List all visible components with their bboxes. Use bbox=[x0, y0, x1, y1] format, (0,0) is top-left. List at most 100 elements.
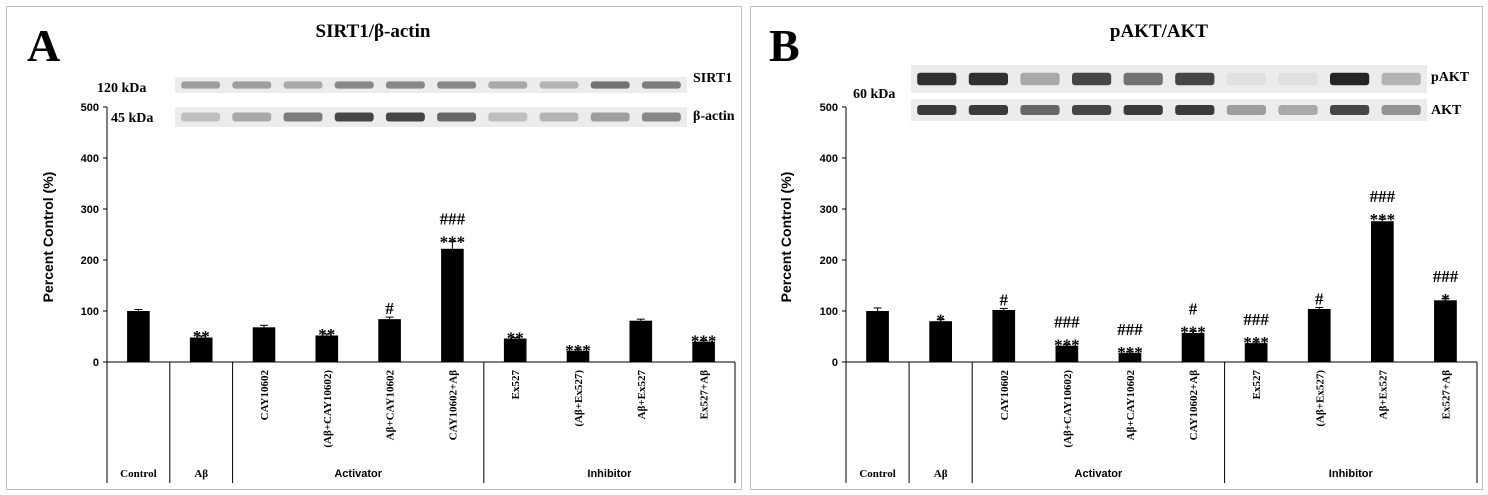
bar bbox=[503, 338, 527, 362]
group-label: Activator bbox=[334, 468, 382, 480]
significance-star-label: *** bbox=[1117, 343, 1143, 362]
blot-a-size-bottom: 45 kDa bbox=[111, 111, 153, 126]
category-label: CAY10602+Aβ bbox=[447, 370, 459, 441]
bar bbox=[378, 319, 401, 362]
panel-a: A SIRT1/β-actin 120 kDa 45 kDa SIRT1 β-a… bbox=[6, 6, 742, 490]
chart-a-ylabel: Percent Control (%) bbox=[40, 172, 56, 303]
panel-letter-a: A bbox=[27, 20, 60, 71]
blot-band bbox=[539, 81, 579, 89]
significance-star-label: ** bbox=[507, 329, 524, 348]
blot-b-label-top: pAKT bbox=[1431, 70, 1470, 85]
y-tick-label: 0 bbox=[832, 357, 838, 369]
blot-b-label-bottom: AKT bbox=[1431, 103, 1462, 118]
bar bbox=[566, 350, 590, 362]
blot-band bbox=[968, 72, 1009, 86]
blot-band bbox=[968, 105, 1009, 115]
category-label: (Aβ+Ex527) bbox=[1314, 370, 1326, 427]
bar bbox=[692, 341, 715, 362]
category-label: CAY10602 bbox=[259, 370, 271, 421]
significance-star-label: *** bbox=[565, 341, 591, 360]
significance-hash-label: ### bbox=[1433, 267, 1459, 286]
blot-band bbox=[437, 81, 477, 89]
significance-hash-label: # bbox=[1189, 299, 1198, 318]
blot-band bbox=[488, 81, 528, 89]
bar bbox=[315, 335, 339, 362]
chart-a-title: SIRT1/β-actin bbox=[316, 21, 431, 42]
significance-star-label: ** bbox=[318, 325, 335, 344]
bar bbox=[992, 309, 1016, 362]
bar bbox=[189, 337, 213, 362]
western-blot-a bbox=[175, 77, 687, 127]
y-tick-label: 200 bbox=[820, 255, 838, 267]
significance-hash-label: ### bbox=[1243, 310, 1269, 329]
blot-band bbox=[283, 112, 323, 122]
category-label: Ex527 bbox=[1251, 370, 1263, 400]
blot-band bbox=[641, 81, 681, 89]
chart-b-ylabel: Percent Control (%) bbox=[778, 172, 794, 303]
significance-hash-label: # bbox=[385, 299, 394, 318]
bar bbox=[866, 311, 889, 362]
panel-b: B pAKT/AKT 60 kDa pAKT AKT Percent Contr… bbox=[750, 6, 1483, 490]
blot-band bbox=[334, 81, 374, 89]
category-label: Ex527 bbox=[510, 370, 522, 400]
blot-band bbox=[1226, 72, 1267, 86]
significance-hash-label: ### bbox=[1054, 313, 1080, 332]
blot-a-label-top: SIRT1 bbox=[693, 71, 732, 86]
bar bbox=[629, 320, 653, 362]
significance-star-label: *** bbox=[440, 233, 466, 252]
chart-b-title: pAKT/AKT bbox=[1110, 21, 1209, 42]
blot-band bbox=[1020, 105, 1060, 115]
blot-a-size-top: 120 kDa bbox=[97, 81, 146, 96]
group-label: Inhibitor bbox=[1329, 468, 1374, 480]
western-blot-b bbox=[911, 65, 1427, 121]
category-label: Aβ+Ex527 bbox=[636, 370, 648, 420]
blot-band bbox=[1175, 72, 1215, 86]
blot-band bbox=[283, 81, 323, 89]
category-label: Control bbox=[120, 468, 156, 480]
blot-band bbox=[590, 112, 630, 122]
blot-strip bbox=[911, 99, 1427, 121]
category-label: Control bbox=[859, 468, 895, 480]
blot-band bbox=[1020, 72, 1060, 86]
blot-band bbox=[334, 112, 374, 122]
blot-a-label-bottom: β-actin bbox=[693, 109, 735, 124]
category-label: CAY10602 bbox=[999, 370, 1011, 421]
significance-hash-label: # bbox=[1315, 289, 1324, 308]
y-tick-label: 400 bbox=[81, 153, 99, 165]
significance-hash-label: ### bbox=[1117, 320, 1143, 339]
bar bbox=[1055, 345, 1079, 362]
y-tick-label: 500 bbox=[820, 102, 838, 114]
significance-star-label: *** bbox=[1370, 210, 1396, 229]
significance-star-label: * bbox=[936, 311, 945, 330]
blot-band bbox=[232, 81, 272, 89]
blot-band bbox=[539, 112, 579, 122]
blot-band bbox=[1278, 72, 1318, 86]
y-tick-label: 300 bbox=[81, 204, 99, 216]
blot-band bbox=[1329, 72, 1370, 86]
chart-b-svg: B pAKT/AKT 60 kDa pAKT AKT Percent Contr… bbox=[769, 20, 1478, 483]
group-label: Inhibitor bbox=[587, 468, 632, 480]
bar bbox=[1370, 221, 1394, 362]
blot-band bbox=[385, 81, 425, 89]
blot-band bbox=[1123, 105, 1163, 115]
category-label: (Aβ+CAY10602) bbox=[1062, 370, 1074, 448]
bar bbox=[1434, 300, 1457, 362]
bar bbox=[127, 311, 150, 362]
significance-star-label: *** bbox=[1180, 322, 1206, 341]
category-label: Aβ+CAY10602 bbox=[1125, 370, 1137, 441]
panel-letter-b: B bbox=[769, 20, 800, 71]
blot-band bbox=[1329, 105, 1370, 115]
bar bbox=[1118, 352, 1142, 362]
y-tick-label: 100 bbox=[820, 306, 838, 318]
category-label: (Aβ+Ex527) bbox=[573, 370, 585, 427]
significance-star-label: *** bbox=[691, 332, 717, 351]
y-tick-label: 200 bbox=[81, 255, 99, 267]
bar bbox=[1244, 343, 1268, 362]
blot-band bbox=[1175, 105, 1215, 115]
significance-star-label: *** bbox=[1054, 336, 1080, 355]
category-label: Aβ bbox=[934, 468, 948, 480]
y-tick-label: 300 bbox=[820, 204, 838, 216]
category-label: (Aβ+CAY10602) bbox=[322, 370, 334, 448]
